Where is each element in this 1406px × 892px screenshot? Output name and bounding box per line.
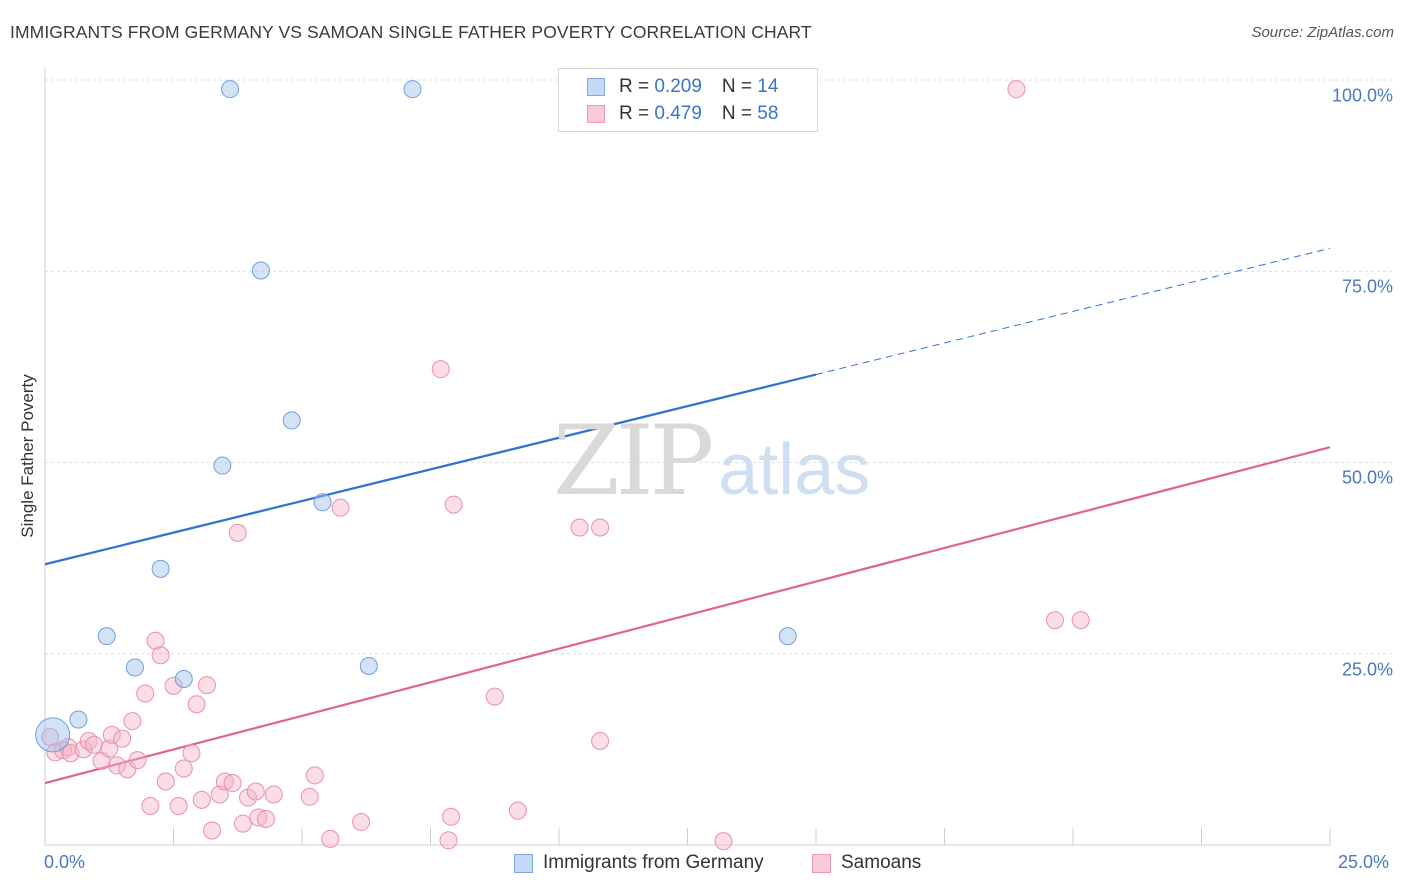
legend-n-germany: 14 [757, 76, 779, 97]
bottom-legend-samoans: Samoans [812, 852, 921, 874]
point-samoans-45 [439, 831, 458, 850]
point-samoans-55 [1046, 611, 1065, 630]
data-points [35, 80, 1090, 851]
point-samoans-46 [442, 807, 461, 826]
trend-line-0 [44, 373, 817, 566]
point-samoans-31 [223, 774, 242, 793]
legend-n-label: N = [721, 76, 758, 97]
legend-r-germany: 0.209 [654, 76, 702, 97]
point-samoans-30 [215, 772, 234, 791]
bottom-legend-label-samoans: Samoans [841, 852, 922, 873]
legend-swatch-germany [587, 78, 605, 96]
point-germany-13 [778, 627, 797, 646]
legend-n-label: N = [721, 103, 758, 124]
legend-r-label: R = [619, 103, 655, 124]
y-tick-label-100: 100.0% [1331, 85, 1393, 106]
point-samoans-41 [321, 829, 340, 848]
point-samoans-9 [100, 739, 119, 758]
point-samoans-48 [485, 687, 504, 706]
point-samoans-5 [74, 740, 93, 759]
legend-r-samoans: 0.479 [654, 103, 702, 124]
bottom-legend-swatch-germany [514, 853, 533, 873]
point-germany-10 [313, 493, 332, 512]
point-samoans-36 [249, 808, 268, 827]
point-samoans-18 [146, 631, 165, 650]
source-label: Source: ZipAtlas.com [1251, 24, 1394, 41]
point-samoans-47 [444, 495, 463, 514]
trend-line-extension-0 [815, 247, 1331, 376]
point-samoans-27 [197, 676, 216, 695]
legend-row-germany: R = 0.209 N = 14 [587, 75, 778, 99]
point-samoans-14 [123, 712, 142, 731]
point-samoans-13 [118, 760, 137, 779]
point-samoans-22 [169, 796, 188, 815]
point-samoans-32 [228, 523, 247, 542]
point-samoans-40 [305, 766, 324, 785]
point-samoans-39 [300, 787, 319, 806]
point-samoans-43 [352, 813, 371, 832]
point-samoans-35 [246, 782, 265, 801]
point-germany-3 [125, 658, 144, 677]
point-germany-4 [151, 559, 170, 578]
point-germany-11 [359, 656, 378, 675]
point-samoans-42 [331, 498, 350, 517]
bottom-legend-germany: Immigrants from Germany [514, 852, 764, 874]
point-samoans-26 [192, 790, 211, 809]
point-samoans-33 [233, 814, 252, 833]
point-germany-0 [35, 717, 71, 753]
axes [44, 68, 1331, 846]
point-germany-6 [213, 456, 232, 475]
point-samoans-11 [107, 756, 126, 775]
point-germany-2 [97, 627, 116, 646]
point-germany-9 [282, 411, 301, 430]
point-samoans-53 [714, 832, 733, 851]
point-germany-5 [174, 669, 193, 688]
legend-r-label: R = [619, 76, 655, 97]
gridlines [45, 79, 1392, 655]
point-germany-12 [403, 80, 422, 99]
point-samoans-38 [264, 785, 283, 804]
point-germany-8 [251, 261, 270, 280]
point-samoans-50 [570, 518, 589, 537]
point-samoans-56 [1071, 611, 1090, 630]
point-samoans-7 [84, 735, 103, 754]
x-tick-label-min: 0.0% [44, 852, 86, 872]
point-samoans-25 [187, 695, 206, 714]
legend: R = 0.209 N = 14 R = 0.479 N = 58 [558, 68, 818, 132]
point-samoans-37 [257, 809, 276, 828]
legend-row-samoans: R = 0.479 N = 58 [587, 102, 778, 126]
point-samoans-20 [156, 772, 175, 791]
y-axis-label: Single Father Poverty [18, 374, 37, 538]
trend-lines [44, 247, 1331, 785]
chart-title: IMMIGRANTS FROM GERMANY VS SAMOAN SINGLE… [10, 22, 812, 42]
point-samoans-10 [102, 725, 121, 744]
point-samoans-16 [136, 684, 155, 703]
point-samoans-17 [141, 796, 160, 815]
trend-line-1 [44, 446, 1331, 785]
point-samoans-28 [203, 821, 222, 840]
point-samoans-21 [164, 676, 183, 695]
y-tick-label-25: 25.0% [1341, 659, 1393, 680]
point-samoans-54 [1007, 80, 1026, 99]
point-samoans-44 [431, 360, 450, 379]
point-samoans-51 [591, 518, 610, 537]
point-samoans-12 [113, 729, 132, 748]
point-germany-7 [221, 80, 240, 99]
point-samoans-52 [591, 731, 610, 750]
x-tick-label-max: 25.0% [1338, 852, 1390, 872]
point-samoans-19 [151, 646, 170, 665]
point-germany-1 [69, 710, 88, 729]
bottom-legend-label-germany: Immigrants from Germany [543, 852, 764, 873]
y-tick-label-50: 50.0% [1341, 467, 1393, 488]
point-samoans-49 [508, 801, 527, 820]
legend-n-samoans: 58 [757, 103, 779, 124]
legend-swatch-samoans [587, 105, 605, 123]
point-samoans-15 [128, 751, 147, 770]
point-samoans-24 [182, 744, 201, 763]
y-tick-label-75: 75.0% [1341, 276, 1393, 297]
point-samoans-23 [174, 759, 193, 778]
bottom-legend-swatch-samoans [812, 853, 831, 873]
